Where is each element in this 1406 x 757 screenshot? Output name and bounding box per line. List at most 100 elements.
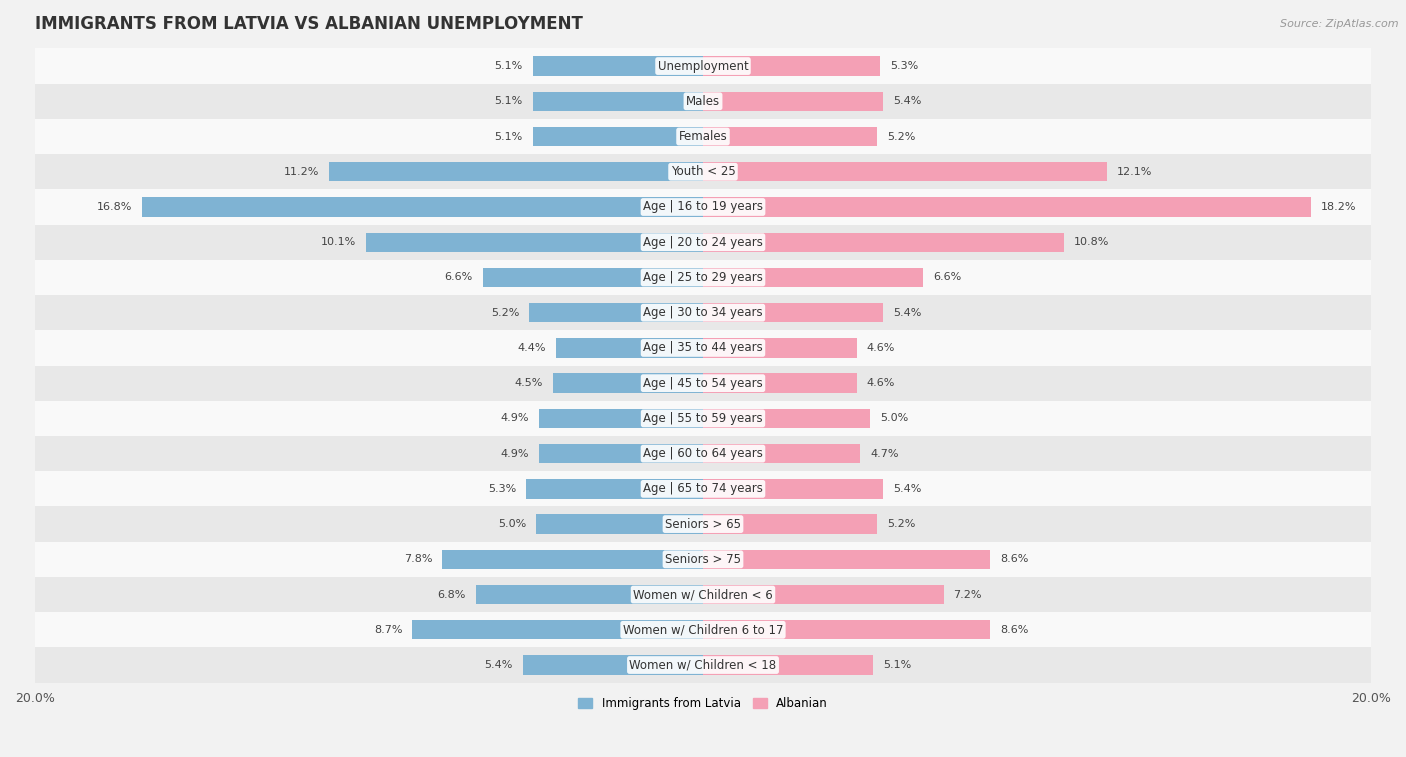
Bar bbox=[523, 656, 703, 674]
Text: 5.2%: 5.2% bbox=[887, 132, 915, 142]
Bar bbox=[703, 585, 943, 604]
Text: 7.8%: 7.8% bbox=[404, 554, 433, 564]
Bar bbox=[536, 515, 703, 534]
Bar bbox=[35, 472, 1371, 506]
Bar bbox=[703, 127, 877, 146]
Text: 18.2%: 18.2% bbox=[1322, 202, 1357, 212]
Text: Age | 45 to 54 years: Age | 45 to 54 years bbox=[643, 377, 763, 390]
Bar bbox=[35, 542, 1371, 577]
Text: 5.2%: 5.2% bbox=[491, 307, 519, 318]
Bar bbox=[703, 56, 880, 76]
Text: 10.8%: 10.8% bbox=[1074, 237, 1109, 248]
Bar bbox=[703, 92, 883, 111]
Bar bbox=[35, 48, 1371, 84]
Text: 7.2%: 7.2% bbox=[953, 590, 981, 600]
Text: IMMIGRANTS FROM LATVIA VS ALBANIAN UNEMPLOYMENT: IMMIGRANTS FROM LATVIA VS ALBANIAN UNEMP… bbox=[35, 15, 583, 33]
Text: Females: Females bbox=[679, 130, 727, 143]
Bar bbox=[533, 56, 703, 76]
Bar bbox=[703, 620, 990, 640]
Text: Youth < 25: Youth < 25 bbox=[671, 165, 735, 178]
Bar bbox=[366, 232, 703, 252]
Bar bbox=[412, 620, 703, 640]
Text: 5.2%: 5.2% bbox=[887, 519, 915, 529]
Bar bbox=[703, 515, 877, 534]
Text: 5.1%: 5.1% bbox=[495, 132, 523, 142]
Bar bbox=[703, 373, 856, 393]
Bar bbox=[553, 373, 703, 393]
Bar bbox=[555, 338, 703, 357]
Bar bbox=[475, 585, 703, 604]
Text: Males: Males bbox=[686, 95, 720, 107]
Text: 4.9%: 4.9% bbox=[501, 449, 529, 459]
Bar bbox=[35, 295, 1371, 330]
Bar bbox=[35, 436, 1371, 472]
Text: Women w/ Children 6 to 17: Women w/ Children 6 to 17 bbox=[623, 623, 783, 637]
Bar bbox=[703, 444, 860, 463]
Text: 4.5%: 4.5% bbox=[515, 378, 543, 388]
Text: 5.4%: 5.4% bbox=[893, 484, 922, 494]
Text: Age | 65 to 74 years: Age | 65 to 74 years bbox=[643, 482, 763, 495]
Text: 5.4%: 5.4% bbox=[893, 307, 922, 318]
Bar bbox=[540, 444, 703, 463]
Bar bbox=[482, 268, 703, 287]
Bar bbox=[703, 232, 1064, 252]
Bar bbox=[703, 303, 883, 322]
Bar bbox=[35, 400, 1371, 436]
Text: Women w/ Children < 6: Women w/ Children < 6 bbox=[633, 588, 773, 601]
Text: Seniors > 75: Seniors > 75 bbox=[665, 553, 741, 565]
Bar bbox=[703, 656, 873, 674]
Text: 4.6%: 4.6% bbox=[866, 343, 896, 353]
Text: 6.6%: 6.6% bbox=[444, 273, 472, 282]
Text: Age | 16 to 19 years: Age | 16 to 19 years bbox=[643, 201, 763, 213]
Text: 5.4%: 5.4% bbox=[484, 660, 513, 670]
Text: 5.3%: 5.3% bbox=[890, 61, 918, 71]
Text: 5.1%: 5.1% bbox=[883, 660, 911, 670]
Bar bbox=[329, 162, 703, 182]
Text: 5.4%: 5.4% bbox=[893, 96, 922, 106]
Text: 4.6%: 4.6% bbox=[866, 378, 896, 388]
Text: 8.7%: 8.7% bbox=[374, 625, 402, 635]
Bar bbox=[35, 260, 1371, 295]
Bar bbox=[540, 409, 703, 428]
Text: Age | 60 to 64 years: Age | 60 to 64 years bbox=[643, 447, 763, 460]
Bar bbox=[35, 119, 1371, 154]
Text: Seniors > 65: Seniors > 65 bbox=[665, 518, 741, 531]
Bar bbox=[35, 577, 1371, 612]
Bar bbox=[703, 550, 990, 569]
Text: Age | 25 to 29 years: Age | 25 to 29 years bbox=[643, 271, 763, 284]
Text: 8.6%: 8.6% bbox=[1000, 625, 1029, 635]
Text: Age | 55 to 59 years: Age | 55 to 59 years bbox=[643, 412, 763, 425]
Bar bbox=[35, 84, 1371, 119]
Text: 16.8%: 16.8% bbox=[97, 202, 132, 212]
Text: 4.4%: 4.4% bbox=[517, 343, 546, 353]
Bar bbox=[703, 162, 1107, 182]
Legend: Immigrants from Latvia, Albanian: Immigrants from Latvia, Albanian bbox=[574, 693, 832, 715]
Text: 4.9%: 4.9% bbox=[501, 413, 529, 423]
Bar bbox=[35, 225, 1371, 260]
Text: Unemployment: Unemployment bbox=[658, 60, 748, 73]
Bar bbox=[533, 92, 703, 111]
Text: 5.3%: 5.3% bbox=[488, 484, 516, 494]
Bar bbox=[35, 366, 1371, 400]
Text: 5.0%: 5.0% bbox=[880, 413, 908, 423]
Bar bbox=[443, 550, 703, 569]
Bar bbox=[703, 409, 870, 428]
Bar bbox=[35, 647, 1371, 683]
Bar bbox=[703, 479, 883, 499]
Text: Age | 20 to 24 years: Age | 20 to 24 years bbox=[643, 235, 763, 249]
Bar bbox=[35, 154, 1371, 189]
Bar bbox=[703, 338, 856, 357]
Text: 12.1%: 12.1% bbox=[1118, 167, 1153, 177]
Text: 6.6%: 6.6% bbox=[934, 273, 962, 282]
Text: 8.6%: 8.6% bbox=[1000, 554, 1029, 564]
Text: Age | 30 to 34 years: Age | 30 to 34 years bbox=[643, 306, 763, 319]
Text: 6.8%: 6.8% bbox=[437, 590, 465, 600]
Text: Source: ZipAtlas.com: Source: ZipAtlas.com bbox=[1281, 19, 1399, 29]
Bar bbox=[533, 127, 703, 146]
Text: 4.7%: 4.7% bbox=[870, 449, 898, 459]
Text: 10.1%: 10.1% bbox=[321, 237, 356, 248]
Text: Women w/ Children < 18: Women w/ Children < 18 bbox=[630, 659, 776, 671]
Text: 11.2%: 11.2% bbox=[284, 167, 319, 177]
Bar bbox=[526, 479, 703, 499]
Text: Age | 35 to 44 years: Age | 35 to 44 years bbox=[643, 341, 763, 354]
